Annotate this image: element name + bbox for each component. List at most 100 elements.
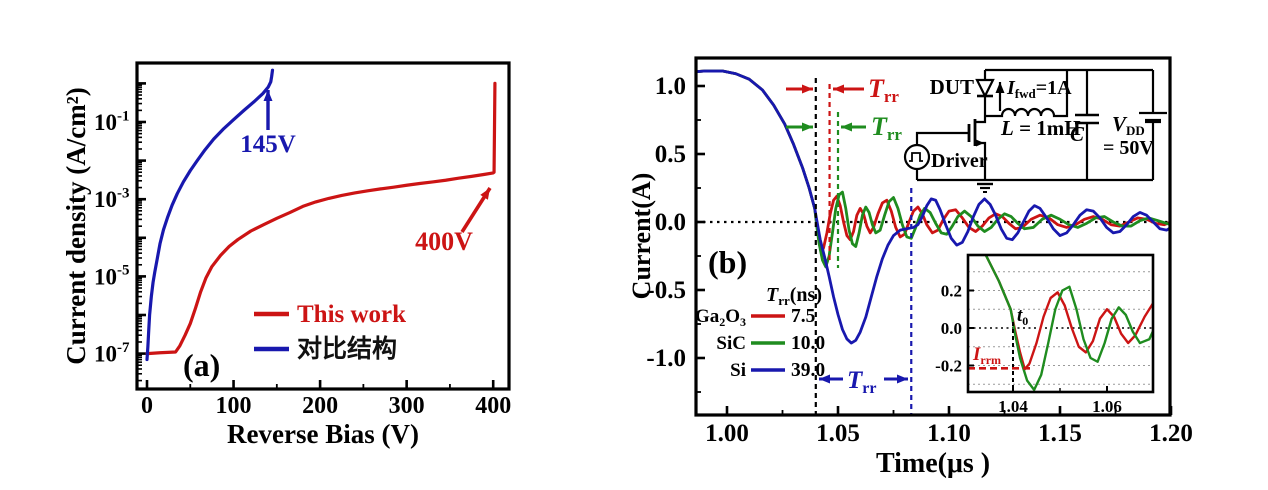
rich-seg: L xyxy=(1000,116,1014,140)
rich-seg: T xyxy=(871,112,888,141)
trr-blue-label: Trr xyxy=(847,367,876,397)
legend-label-compare: 对比结构 xyxy=(297,335,397,363)
legend-material-label: Ga2O3 xyxy=(695,306,746,329)
y-tick-label: 10-3 xyxy=(94,186,130,213)
circuit-driver-label: Driver xyxy=(931,150,988,172)
inset-waveform-sic xyxy=(984,255,1153,392)
trr-blue-arrow-left-head xyxy=(819,374,830,384)
rich-seg: -1 xyxy=(117,108,130,124)
circuit-dut-label: DUT xyxy=(930,75,974,99)
y-tick-label: 1.0 xyxy=(655,73,686,100)
x-tick-label: 0 xyxy=(141,393,153,419)
rich-seg: SiC xyxy=(716,333,746,354)
pulse-glyph xyxy=(909,152,923,162)
inset-x-tick-label: 1.04 xyxy=(998,397,1028,416)
rich-seg: -5 xyxy=(117,263,130,279)
x-tick-label: 400 xyxy=(475,393,511,419)
x-tick-label: 1.10 xyxy=(927,420,971,447)
y-tick-label: 0.0 xyxy=(655,209,686,236)
rich-seg: rr xyxy=(884,87,900,106)
inset-y-tick-label: 0.0 xyxy=(941,319,962,338)
rich-seg: T xyxy=(847,367,864,394)
y-tick-label: -1.0 xyxy=(646,345,686,372)
trr-red-label: Trr xyxy=(868,74,899,106)
legend-label-this-work: This work xyxy=(297,301,406,328)
inset-t0-label: t0 xyxy=(1017,305,1028,328)
rich-seg: rr xyxy=(887,125,903,144)
curve-blue xyxy=(145,68,275,362)
x-tick-label: 1.05 xyxy=(816,420,860,447)
pulse-source-icon xyxy=(903,143,931,171)
mosfet-arrow xyxy=(976,139,984,147)
trr-green-arrow-left-head xyxy=(802,122,813,132)
panel-a-yaxis-title: Current density (A/cm²) xyxy=(61,87,91,365)
panel-a-series xyxy=(145,68,497,362)
circuit-vdd-label: VDD xyxy=(1112,112,1145,138)
ifwd-arrow-head xyxy=(995,82,1005,93)
trr-blue-arrow-right-head xyxy=(897,374,908,384)
rich-seg: =1A xyxy=(1036,77,1072,99)
inset-y-tick-label: -0.2 xyxy=(935,357,962,376)
rich-seg: rr xyxy=(862,380,876,397)
inset-irrm-label: Irrm xyxy=(972,344,1001,367)
rich-seg: 10 xyxy=(94,264,117,289)
x-tick-label: 300 xyxy=(389,393,425,419)
arrow-400v-head xyxy=(480,188,490,200)
rich-seg: 3 xyxy=(740,315,746,329)
rich-seg: (ns) xyxy=(790,284,822,306)
rich-seg: 10 xyxy=(94,342,117,367)
arrow-145v-head xyxy=(263,90,273,101)
x-tick-label: 1.00 xyxy=(705,420,749,447)
zoom-inset-chart: t0 Irrm 1.04 1.06 0.2 0.0 -0.2 xyxy=(935,253,1155,416)
trr-green-arrow-right-head xyxy=(841,122,852,132)
panel-a-annotations xyxy=(263,90,492,233)
rich-seg: 0 xyxy=(1022,314,1028,328)
y-tick-label: 10-5 xyxy=(94,263,130,290)
trr-red-arrow-right-head xyxy=(833,84,844,94)
rich-seg: 2 xyxy=(719,315,725,329)
circuit-l-label: L = 1mH xyxy=(1000,116,1081,140)
panel-b-ticks: 1.00 1.05 1.10 1.15 1.20 1.0 0.5 0.0 -0.5 -1.0 xyxy=(646,73,1192,447)
panel-a-legend: This work 对比结构 xyxy=(254,301,406,363)
rich-seg: -7 xyxy=(117,340,130,356)
inset-x-tick-label: 1.06 xyxy=(1092,397,1122,416)
panel-a-xaxis-title: Reverse Bias (V) xyxy=(227,419,419,449)
rich-seg: 10 xyxy=(94,110,117,135)
legend-trr-value: 7.5 xyxy=(791,306,816,327)
rich-seg: -3 xyxy=(117,186,130,202)
trr-green-label: Trr xyxy=(871,112,902,144)
circuit-c-label: C xyxy=(1070,122,1085,146)
x-tick-label: 100 xyxy=(216,393,252,419)
legend-material-label: SiC xyxy=(716,333,746,354)
rich-seg: I xyxy=(972,344,981,365)
rich-seg: t xyxy=(1017,305,1023,326)
circuit-ifwd-label: Ifwd=1A xyxy=(1006,77,1072,101)
legend-header: Trr(ns) xyxy=(766,284,822,308)
mosfet-drain-lead xyxy=(975,116,987,124)
panel-b-legend: Trr(ns) Ga2O3 7.5 SiC 10.0 Si 39.0 xyxy=(695,284,825,381)
circuit-inset: DUT C = 50V Driver Ifwd=1A L = 1mH VDD xyxy=(903,68,1167,193)
circuit-vdd-value: = 50V xyxy=(1103,137,1154,159)
x-tick-label: 1.15 xyxy=(1038,420,1082,447)
diode-symbol xyxy=(975,78,995,99)
legend-material-label: Si xyxy=(730,360,746,381)
waveform-si xyxy=(696,69,1170,345)
x-tick-label: 1.20 xyxy=(1149,420,1193,447)
legend-trr-value: 10.0 xyxy=(791,333,825,354)
panel-a-label: (a) xyxy=(183,347,220,383)
curve-red xyxy=(145,81,497,356)
y-tick-label: 10-7 xyxy=(94,340,130,367)
wire-gate xyxy=(915,131,969,145)
rich-seg: rrm xyxy=(980,353,1001,367)
y-tick-label: 0.5 xyxy=(655,141,686,168)
rich-seg: V xyxy=(1112,112,1128,136)
trr-red-arrow-left-head xyxy=(802,84,813,94)
rich-seg: fwd xyxy=(1015,86,1037,101)
rich-seg: O xyxy=(725,306,740,327)
rich-seg: I xyxy=(1006,77,1016,99)
